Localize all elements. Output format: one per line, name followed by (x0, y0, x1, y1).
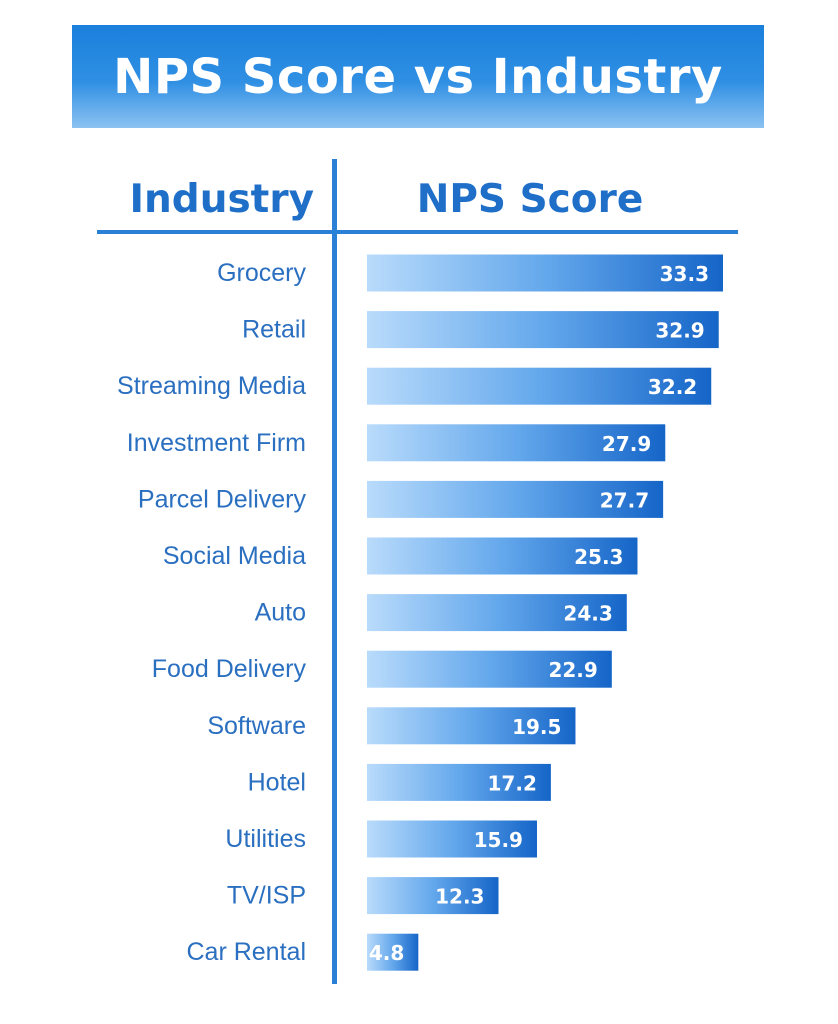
category-label: Utilities (225, 825, 306, 853)
value-label: 32.2 (648, 375, 697, 399)
bar (367, 480, 664, 518)
category-label: Parcel Delivery (138, 485, 307, 513)
bar-row-utilities: Utilities 15.9 (225, 820, 537, 858)
bar (367, 311, 719, 349)
title-banner: NPS Score vs Industry (72, 25, 764, 128)
bar (367, 933, 419, 971)
bar-row-tv-isp: TV/ISP 12.3 (227, 877, 499, 915)
bar (367, 763, 551, 801)
column-divider (332, 159, 337, 984)
category-label: Grocery (217, 259, 306, 287)
value-label: 25.3 (574, 545, 623, 569)
value-label: 4.8 (369, 941, 404, 965)
bar-row-food-delivery: Food Delivery 22.9 (152, 650, 612, 688)
category-label: Retail (242, 316, 306, 344)
category-label: Social Media (163, 542, 306, 570)
value-label: 24.3 (563, 602, 612, 626)
bar (367, 594, 627, 632)
value-label: 27.9 (602, 432, 651, 456)
score-column-header: NPS Score (416, 177, 644, 222)
bar (367, 820, 537, 858)
bar-row-investment-firm: Investment Firm 27.9 (127, 424, 666, 462)
bar (367, 254, 723, 292)
bar-row-streaming-media: Streaming Media 32.2 (117, 367, 712, 405)
category-label: Auto (255, 599, 306, 627)
bar-row-hotel: Hotel 17.2 (248, 763, 551, 801)
value-label: 19.5 (512, 715, 561, 739)
bar (367, 650, 612, 688)
value-label: 22.9 (548, 658, 597, 682)
bar-row-car-rental: Car Rental 4.8 (187, 933, 419, 971)
category-label: Food Delivery (152, 655, 307, 683)
category-label: Streaming Media (117, 372, 306, 400)
bar (367, 877, 499, 915)
bar (367, 367, 712, 405)
category-label: TV/ISP (227, 882, 306, 910)
category-label: Car Rental (187, 938, 307, 966)
value-label: 27.7 (600, 488, 649, 512)
value-label: 17.2 (488, 771, 537, 795)
category-label: Software (207, 712, 306, 740)
bar-row-social-media: Social Media 25.3 (163, 537, 638, 575)
bar (367, 707, 576, 745)
bar-row-grocery: Grocery 33.3 (217, 254, 723, 292)
value-label: 12.3 (435, 885, 484, 909)
category-label: Hotel (248, 768, 306, 796)
value-label: 15.9 (474, 828, 523, 852)
bar (367, 424, 666, 462)
chart-title: NPS Score vs Industry (113, 48, 723, 105)
header-underline (97, 230, 738, 234)
bar (367, 537, 638, 575)
bar-row-parcel-delivery: Parcel Delivery 27.7 (138, 480, 664, 518)
value-label: 32.9 (655, 319, 704, 343)
industry-column-header: Industry (129, 177, 314, 222)
bar-row-retail: Retail 32.9 (242, 311, 719, 349)
bar-row-software: Software 19.5 (207, 707, 576, 745)
bar-row-auto: Auto 24.3 (255, 594, 627, 632)
value-label: 33.3 (660, 262, 709, 286)
category-label: Investment Firm (127, 429, 306, 457)
